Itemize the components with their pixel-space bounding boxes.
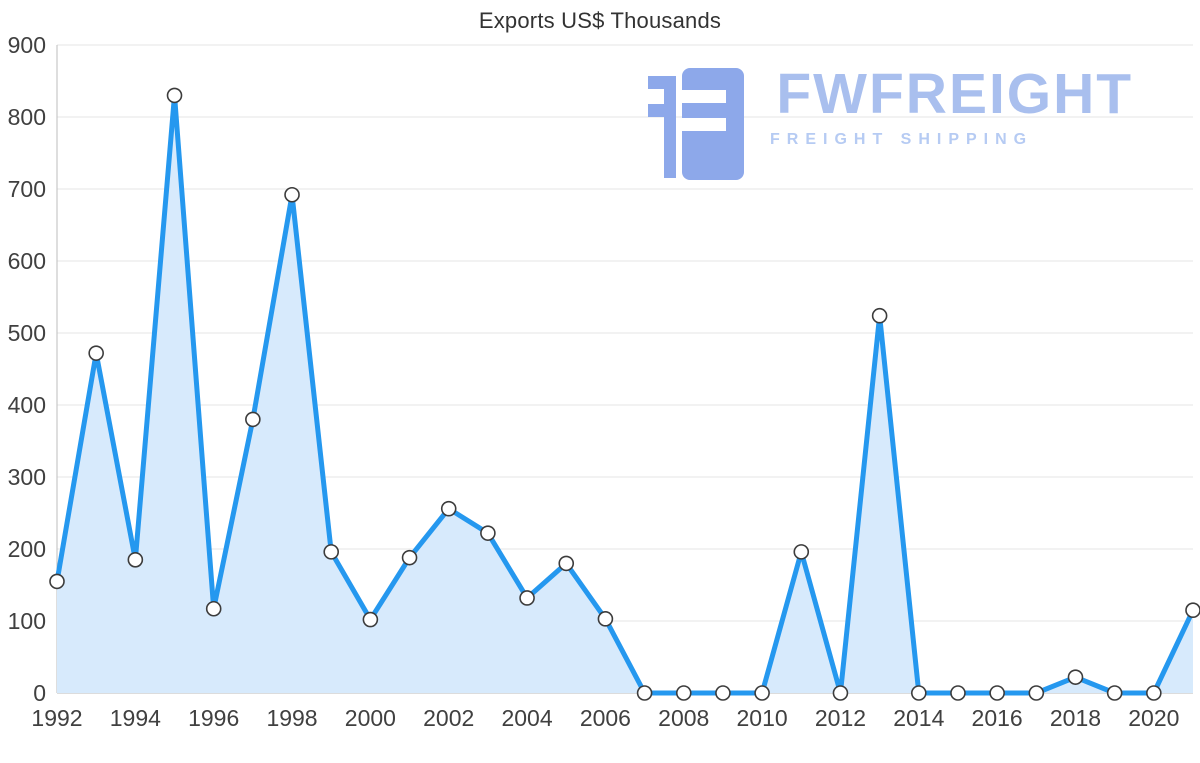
data-point	[558, 555, 575, 572]
y-tick-label: 0	[33, 680, 46, 706]
x-tick-label: 2000	[345, 705, 396, 731]
data-point	[519, 590, 535, 606]
x-tick-label: 1994	[110, 705, 161, 731]
data-point	[245, 411, 261, 428]
data-point	[871, 307, 888, 324]
data-point	[1028, 685, 1045, 701]
data-point	[989, 685, 1005, 701]
data-point	[440, 500, 457, 517]
x-tick-label: 2006	[580, 705, 631, 731]
x-tick-label: 2004	[501, 705, 552, 731]
y-tick-label: 600	[8, 248, 46, 274]
y-tick-label: 700	[8, 176, 46, 202]
x-tick-label: 1992	[31, 705, 82, 731]
data-point	[1067, 669, 1084, 685]
data-point	[1106, 685, 1123, 701]
data-point	[127, 551, 144, 568]
data-point	[480, 525, 496, 541]
y-tick-label: 400	[8, 392, 46, 418]
data-point	[754, 685, 770, 701]
chart-title: Exports US$ Thousands	[478, 8, 722, 33]
data-point	[636, 685, 653, 701]
data-point	[362, 611, 379, 628]
data-point	[793, 544, 810, 560]
y-tick-label: 900	[8, 32, 46, 58]
data-point	[910, 685, 927, 701]
x-tick-label: 2018	[1050, 705, 1101, 731]
data-point	[284, 186, 300, 203]
y-tick-label: 500	[8, 320, 46, 346]
x-tick-label: 2014	[893, 705, 944, 731]
data-point	[323, 544, 340, 560]
data-point	[597, 611, 614, 627]
data-point	[166, 87, 183, 104]
y-tick-label: 300	[8, 464, 46, 490]
data-point	[675, 685, 692, 701]
y-tick-label: 200	[8, 536, 46, 562]
data-point	[88, 345, 104, 361]
x-tick-label: 1998	[266, 705, 317, 731]
x-tick-label: 2020	[1128, 705, 1179, 731]
data-point	[950, 685, 966, 701]
x-tick-label: 1996	[188, 705, 239, 731]
y-tick-label: 800	[8, 104, 46, 130]
x-tick-label: 2002	[423, 705, 474, 731]
data-point	[715, 685, 731, 701]
x-tick-label: 2012	[815, 705, 866, 731]
data-point	[205, 600, 222, 617]
x-tick-label: 2010	[737, 705, 788, 731]
data-point	[49, 573, 65, 590]
data-point	[832, 685, 849, 701]
data-point	[1185, 602, 1200, 618]
y-tick-label: 100	[8, 608, 46, 634]
x-tick-label: 2008	[658, 705, 709, 731]
area-fill	[57, 95, 1193, 693]
data-point	[1146, 685, 1162, 701]
data-point	[401, 549, 418, 566]
x-tick-label: 2016	[972, 705, 1023, 731]
